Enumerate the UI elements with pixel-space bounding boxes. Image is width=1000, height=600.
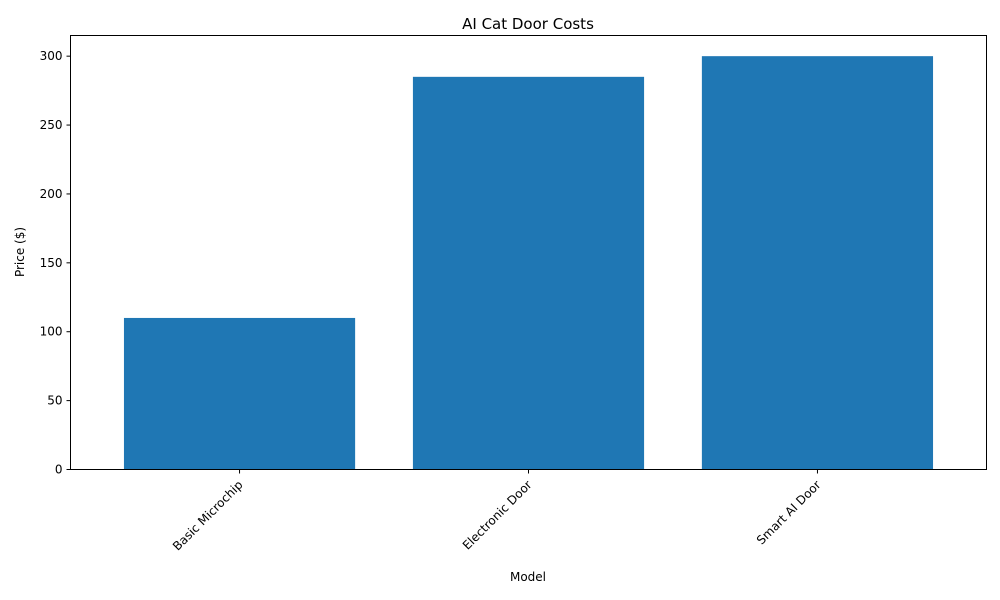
y-tick-label: 300 — [40, 49, 63, 63]
x-tick-label: Electronic Door — [460, 478, 535, 553]
x-axis-ticks: Basic Microchip Electronic Door Smart AI D… — [170, 469, 824, 554]
y-axis-ticks: 0 50 100 150 200 250 300 — [40, 49, 71, 477]
bar-smart-ai-door — [701, 56, 934, 470]
bar-basic-microchip — [123, 317, 356, 470]
x-tick-label: Basic Microchip — [170, 478, 246, 554]
chart-title: AI Cat Door Costs — [462, 15, 594, 33]
y-tick-label: 100 — [40, 325, 63, 339]
y-axis-label: Price ($) — [13, 227, 27, 277]
bar-electronic-door — [412, 76, 645, 470]
y-tick-label: 200 — [40, 187, 63, 201]
y-tick-label: 150 — [40, 256, 63, 270]
x-axis-label: Model — [510, 570, 546, 584]
y-tick-label: 0 — [55, 463, 63, 477]
plot-frame — [70, 35, 987, 470]
y-tick-label: 250 — [40, 118, 63, 132]
y-tick-label: 50 — [47, 394, 62, 408]
x-tick-label: Smart AI Door — [754, 478, 824, 548]
bars-group — [123, 56, 934, 470]
